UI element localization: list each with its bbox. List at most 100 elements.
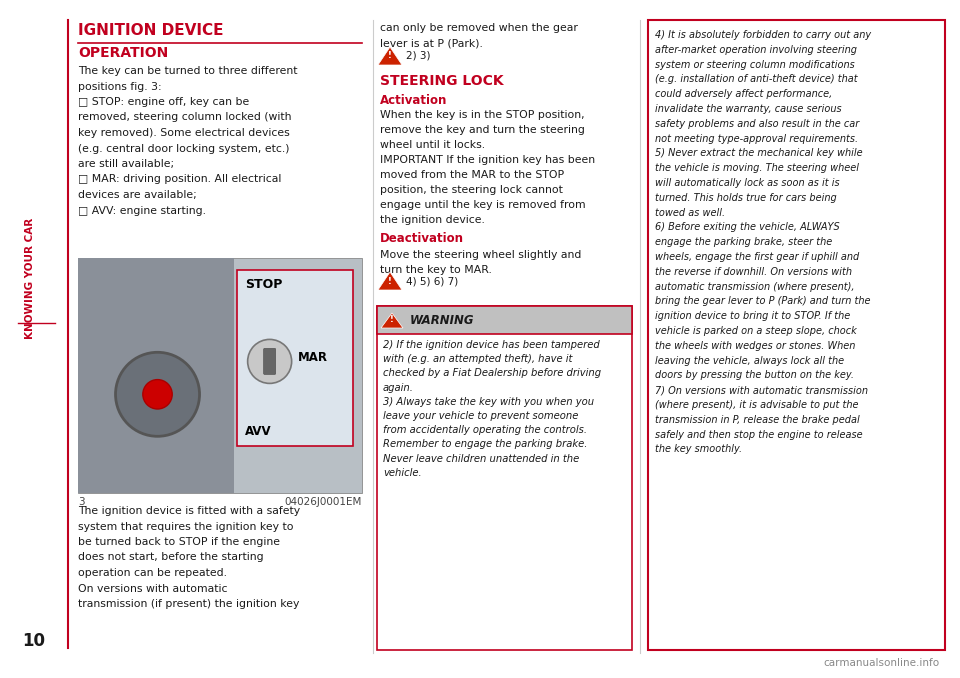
Bar <box>377 306 632 650</box>
Text: 6) Before exiting the vehicle, ALWAYS: 6) Before exiting the vehicle, ALWAYS <box>655 222 840 233</box>
Text: after-market operation involving steering: after-market operation involving steerin… <box>655 45 857 55</box>
Text: !: ! <box>388 277 392 285</box>
Text: are still available;: are still available; <box>78 159 174 169</box>
Polygon shape <box>378 47 402 65</box>
Circle shape <box>115 353 200 437</box>
Text: operation can be repeated.: operation can be repeated. <box>78 568 227 578</box>
Text: The ignition device is fitted with a safety: The ignition device is fitted with a saf… <box>78 506 300 516</box>
Text: 3: 3 <box>78 497 84 507</box>
Text: the reverse if downhill. On versions with: the reverse if downhill. On versions wit… <box>655 267 852 277</box>
Text: □ AVV: engine starting.: □ AVV: engine starting. <box>78 205 206 216</box>
Text: vehicle.: vehicle. <box>383 468 421 478</box>
Bar <box>78 258 362 493</box>
Text: 04026J0001EM: 04026J0001EM <box>284 497 362 507</box>
Text: the vehicle is moving. The steering wheel: the vehicle is moving. The steering whee… <box>655 163 859 173</box>
Text: !: ! <box>390 315 394 325</box>
Text: WARNING: WARNING <box>410 313 474 327</box>
Polygon shape <box>381 313 403 328</box>
Circle shape <box>143 380 172 409</box>
Text: safety problems and also result in the car: safety problems and also result in the c… <box>655 119 859 129</box>
Text: vehicle is parked on a steep slope, chock: vehicle is parked on a steep slope, choc… <box>655 326 856 336</box>
Text: removed, steering column locked (with: removed, steering column locked (with <box>78 113 292 123</box>
Text: safely and then stop the engine to release: safely and then stop the engine to relea… <box>655 430 863 439</box>
Text: engage the parking brake, steer the: engage the parking brake, steer the <box>655 237 832 247</box>
Circle shape <box>248 340 292 383</box>
Text: turn the key to MAR.: turn the key to MAR. <box>380 265 492 275</box>
Text: leaving the vehicle, always lock all the: leaving the vehicle, always lock all the <box>655 355 844 365</box>
Text: STOP: STOP <box>245 278 282 291</box>
Text: turned. This holds true for cars being: turned. This holds true for cars being <box>655 193 837 203</box>
Text: Remember to engage the parking brake.: Remember to engage the parking brake. <box>383 439 588 450</box>
Text: OPERATION: OPERATION <box>78 46 168 60</box>
Text: (e.g. installation of anti-theft device) that: (e.g. installation of anti-theft device)… <box>655 75 857 84</box>
Text: doors by pressing the button on the key.: doors by pressing the button on the key. <box>655 370 854 380</box>
Text: Deactivation: Deactivation <box>380 232 464 245</box>
Text: system that requires the ignition key to: system that requires the ignition key to <box>78 521 294 532</box>
Text: can only be removed when the gear: can only be removed when the gear <box>380 23 578 33</box>
Bar <box>78 258 234 493</box>
Text: (where present), it is advisable to put the: (where present), it is advisable to put … <box>655 400 858 410</box>
Text: be turned back to STOP if the engine: be turned back to STOP if the engine <box>78 537 280 547</box>
Text: checked by a Fiat Dealership before driving: checked by a Fiat Dealership before driv… <box>383 368 601 378</box>
Text: automatic transmission (where present),: automatic transmission (where present), <box>655 281 854 292</box>
Text: does not start, before the starting: does not start, before the starting <box>78 553 264 563</box>
Text: not meeting type-approval requirements.: not meeting type-approval requirements. <box>655 134 858 144</box>
Text: moved from the MAR to the STOP: moved from the MAR to the STOP <box>380 170 564 180</box>
Text: STEERING LOCK: STEERING LOCK <box>380 74 504 88</box>
Text: Activation: Activation <box>380 94 447 107</box>
Text: the ignition device.: the ignition device. <box>380 215 485 225</box>
Text: carmanualsonline.info: carmanualsonline.info <box>824 658 940 668</box>
Text: bring the gear lever to P (Park) and turn the: bring the gear lever to P (Park) and tur… <box>655 296 871 306</box>
Text: The key can be turned to three different: The key can be turned to three different <box>78 66 298 76</box>
Text: MAR: MAR <box>298 351 327 364</box>
Text: KNOWING YOUR CAR: KNOWING YOUR CAR <box>25 218 35 338</box>
Text: the key smoothly.: the key smoothly. <box>655 444 742 454</box>
Text: system or steering column modifications: system or steering column modifications <box>655 60 854 70</box>
Text: could adversely affect performance,: could adversely affect performance, <box>655 89 832 99</box>
Text: with (e.g. an attempted theft), have it: with (e.g. an attempted theft), have it <box>383 354 572 364</box>
Text: wheel until it locks.: wheel until it locks. <box>380 140 485 150</box>
Text: wheels, engage the first gear if uphill and: wheels, engage the first gear if uphill … <box>655 252 859 262</box>
Bar <box>237 270 353 446</box>
Text: Move the steering wheel slightly and: Move the steering wheel slightly and <box>380 250 582 260</box>
Text: 3) Always take the key with you when you: 3) Always take the key with you when you <box>383 397 594 407</box>
Text: ignition device to bring it to STOP. If the: ignition device to bring it to STOP. If … <box>655 311 851 321</box>
Text: lever is at P (Park).: lever is at P (Park). <box>380 38 483 48</box>
Bar <box>377 306 632 334</box>
Text: AVV: AVV <box>245 425 272 438</box>
Text: □ MAR: driving position. All electrical: □ MAR: driving position. All electrical <box>78 174 281 184</box>
Text: 2) 3): 2) 3) <box>406 51 430 61</box>
Text: towed as well.: towed as well. <box>655 207 725 218</box>
Text: 7) On versions with automatic transmission: 7) On versions with automatic transmissi… <box>655 385 868 395</box>
Text: IGNITION DEVICE: IGNITION DEVICE <box>78 23 224 38</box>
Bar <box>648 20 945 650</box>
Text: IMPORTANT If the ignition key has been: IMPORTANT If the ignition key has been <box>380 155 595 165</box>
Text: will automatically lock as soon as it is: will automatically lock as soon as it is <box>655 178 840 188</box>
Text: remove the key and turn the steering: remove the key and turn the steering <box>380 125 585 135</box>
Text: transmission (if present) the ignition key: transmission (if present) the ignition k… <box>78 599 300 609</box>
Text: □ STOP: engine off, key can be: □ STOP: engine off, key can be <box>78 97 250 107</box>
FancyBboxPatch shape <box>264 348 276 374</box>
Text: On versions with automatic: On versions with automatic <box>78 584 228 593</box>
Text: 5) Never extract the mechanical key while: 5) Never extract the mechanical key whil… <box>655 148 863 159</box>
Text: engage until the key is removed from: engage until the key is removed from <box>380 200 586 210</box>
Text: 4) It is absolutely forbidden to carry out any: 4) It is absolutely forbidden to carry o… <box>655 30 871 40</box>
Text: invalidate the warranty, cause serious: invalidate the warranty, cause serious <box>655 104 842 114</box>
Text: the wheels with wedges or stones. When: the wheels with wedges or stones. When <box>655 341 855 351</box>
Text: from accidentally operating the controls.: from accidentally operating the controls… <box>383 425 587 435</box>
Text: !: ! <box>388 52 392 60</box>
Polygon shape <box>378 272 402 290</box>
Text: 2) If the ignition device has been tampered: 2) If the ignition device has been tampe… <box>383 340 600 350</box>
Text: When the key is in the STOP position,: When the key is in the STOP position, <box>380 110 585 120</box>
Text: 4) 5) 6) 7): 4) 5) 6) 7) <box>406 276 458 286</box>
Text: devices are available;: devices are available; <box>78 190 197 200</box>
Text: transmission in P, release the brake pedal: transmission in P, release the brake ped… <box>655 415 860 425</box>
Text: key removed). Some electrical devices: key removed). Some electrical devices <box>78 128 290 138</box>
Text: leave your vehicle to prevent someone: leave your vehicle to prevent someone <box>383 411 578 421</box>
Text: position, the steering lock cannot: position, the steering lock cannot <box>380 185 563 195</box>
Text: Never leave children unattended in the: Never leave children unattended in the <box>383 454 579 464</box>
Text: positions fig. 3:: positions fig. 3: <box>78 81 161 92</box>
Text: again.: again. <box>383 382 414 393</box>
Text: 10: 10 <box>22 632 45 650</box>
Text: (e.g. central door locking system, etc.): (e.g. central door locking system, etc.) <box>78 144 290 153</box>
